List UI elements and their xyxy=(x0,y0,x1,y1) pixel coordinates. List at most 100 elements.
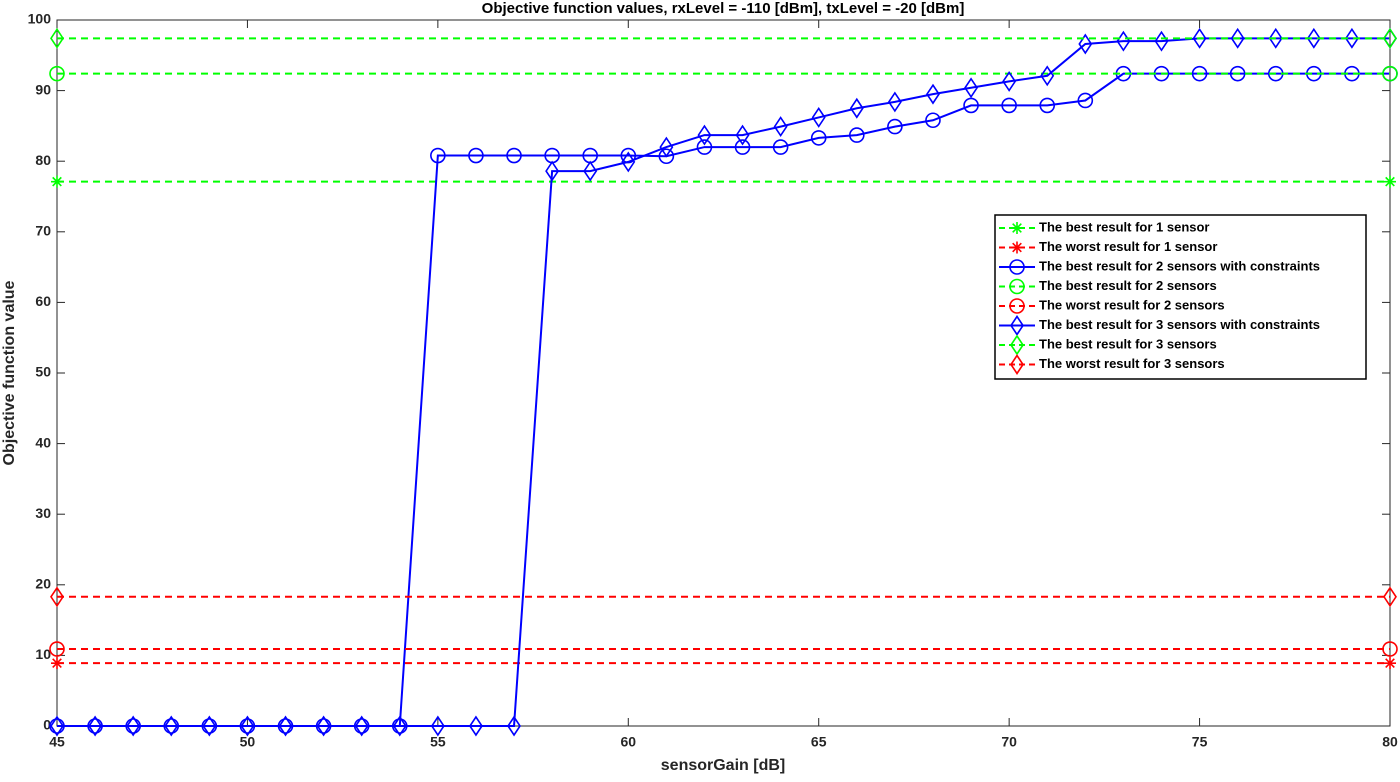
marker xyxy=(1229,65,1246,82)
marker xyxy=(1384,175,1396,188)
marker xyxy=(468,715,483,737)
marker xyxy=(1230,27,1245,49)
marker xyxy=(126,715,141,737)
legend-label: The worst result for 3 sensors xyxy=(1039,356,1225,371)
marker xyxy=(1011,222,1023,234)
marker xyxy=(1010,354,1024,375)
marker xyxy=(506,147,522,164)
marker xyxy=(202,715,217,737)
y-tick-label: 60 xyxy=(35,293,51,309)
marker xyxy=(1191,65,1208,82)
marker xyxy=(963,97,979,114)
marker xyxy=(430,715,445,737)
y-tick-label: 40 xyxy=(35,434,51,450)
marker xyxy=(583,160,598,182)
marker xyxy=(507,715,521,737)
legend-label: The best result for 1 sensor xyxy=(1039,219,1210,234)
marker xyxy=(1011,241,1023,254)
marker xyxy=(696,139,713,155)
marker xyxy=(1383,586,1397,608)
marker xyxy=(392,715,407,737)
marker xyxy=(1009,259,1025,275)
x-axis-label: sensorGain [dB] xyxy=(661,757,785,774)
legend-label: The best result for 3 sensors xyxy=(1039,336,1217,351)
marker xyxy=(50,586,64,608)
marker xyxy=(1010,315,1024,336)
marker xyxy=(1001,97,1017,114)
x-tick-label: 65 xyxy=(811,734,827,750)
marker xyxy=(925,112,941,129)
marker xyxy=(88,715,103,737)
marker xyxy=(887,118,903,135)
marker xyxy=(316,715,331,737)
marker xyxy=(1010,334,1024,356)
marker xyxy=(849,97,864,119)
legend-label: The best result for 2 sensors xyxy=(1039,278,1217,293)
marker xyxy=(1383,27,1397,49)
marker xyxy=(51,175,63,188)
marker xyxy=(1382,641,1398,657)
y-tick-label: 50 xyxy=(35,364,51,380)
marker xyxy=(887,91,902,113)
marker xyxy=(468,147,484,164)
marker xyxy=(1009,278,1025,295)
marker xyxy=(1268,27,1283,49)
x-tick-label: 45 xyxy=(49,734,65,750)
marker xyxy=(545,160,560,182)
marker xyxy=(50,715,64,737)
marker xyxy=(1039,97,1056,114)
marker xyxy=(1040,65,1055,87)
marker xyxy=(658,148,675,165)
legend-label: The worst result for 1 sensor xyxy=(1039,239,1217,254)
chart-title: Objective function values, rxLevel = -11… xyxy=(482,0,965,17)
legend-box xyxy=(994,214,1367,380)
marker xyxy=(1077,92,1094,109)
y-tick-label: 100 xyxy=(28,11,52,27)
marker xyxy=(1382,65,1398,82)
marker xyxy=(50,27,64,49)
marker xyxy=(1306,27,1321,49)
x-tick-label: 60 xyxy=(620,734,636,750)
plot-frame xyxy=(56,19,1391,727)
marker xyxy=(430,147,446,164)
legend-label: The worst result for 2 sensors xyxy=(1039,297,1225,312)
y-tick-label: 80 xyxy=(35,152,51,168)
marker xyxy=(49,65,65,82)
marker xyxy=(621,151,636,173)
y-tick-label: 30 xyxy=(35,505,51,521)
marker xyxy=(772,139,789,155)
y-tick-label: 90 xyxy=(35,81,51,97)
x-tick-label: 50 xyxy=(240,734,256,750)
marker xyxy=(659,136,674,158)
y-tick-label: 10 xyxy=(35,646,51,662)
marker xyxy=(1078,33,1093,55)
marker xyxy=(1344,27,1359,49)
marker xyxy=(697,124,712,146)
marker xyxy=(51,657,63,670)
marker xyxy=(926,83,940,105)
marker xyxy=(734,139,751,155)
y-tick-label: 0 xyxy=(43,717,51,733)
x-tick-label: 55 xyxy=(430,734,446,750)
marker xyxy=(1192,27,1207,49)
marker xyxy=(811,106,826,128)
marker xyxy=(964,77,979,99)
marker xyxy=(1002,70,1017,92)
marker xyxy=(49,641,65,657)
x-tick-label: 70 xyxy=(1001,734,1017,750)
x-tick-label: 80 xyxy=(1382,734,1398,750)
marker xyxy=(848,127,865,143)
marker xyxy=(1384,657,1396,670)
marker xyxy=(773,116,788,138)
marker xyxy=(810,130,827,146)
marker xyxy=(354,715,369,737)
y-tick-label: 70 xyxy=(35,223,51,239)
marker xyxy=(240,715,255,737)
y-tick-label: 20 xyxy=(35,576,51,592)
legend-label: The best result for 2 sensors with const… xyxy=(1039,258,1320,273)
y-axis-label: Objective function value xyxy=(1,280,18,465)
legend-label: The best result for 3 sensors with const… xyxy=(1039,317,1320,332)
x-tick-label: 75 xyxy=(1192,734,1208,750)
